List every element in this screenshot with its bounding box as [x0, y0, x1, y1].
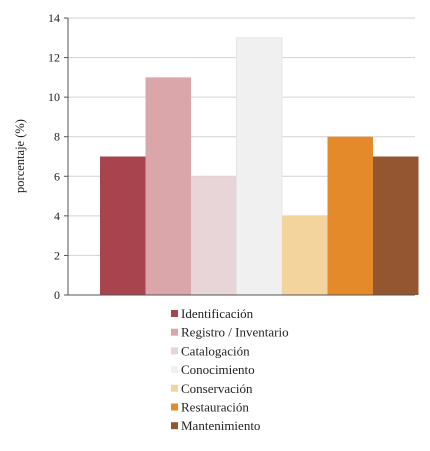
- y-tick-label: 4: [54, 209, 60, 223]
- y-tick-label: 6: [54, 169, 60, 183]
- y-tick-label: 0: [54, 288, 60, 302]
- legend-label: Catalogación: [181, 343, 250, 358]
- legend-label: Registro / Inventario: [181, 325, 289, 340]
- legend-swatch: [171, 422, 178, 430]
- y-tick-label: 10: [48, 90, 60, 104]
- legend: Identificación Registro / Inventario Catal…: [171, 306, 289, 433]
- bar-conocimiento: [236, 37, 283, 296]
- legend-label: Restauración: [181, 400, 249, 415]
- y-tick-label: 8: [54, 130, 60, 144]
- axes: [67, 18, 415, 296]
- legend-label: Conocimiento: [181, 362, 255, 377]
- legend-label: Conservación: [181, 381, 253, 396]
- legend-swatch: [171, 310, 178, 317]
- bar-catalogación: [191, 176, 237, 295]
- legend-swatch: [171, 328, 178, 336]
- legend-swatch: [171, 403, 178, 411]
- bars: [100, 37, 419, 296]
- bar-identificación: [100, 156, 146, 295]
- y-axis-title: porcentaje (%): [13, 119, 27, 193]
- legend-label: Mantenimiento: [181, 418, 260, 433]
- legend-swatch: [171, 366, 178, 374]
- bar-conservación: [282, 215, 328, 295]
- y-tick-label: 2: [54, 248, 60, 262]
- bar-mantenimiento: [373, 156, 419, 295]
- y-tick-label: 14: [48, 11, 60, 25]
- legend-swatch: [171, 347, 178, 355]
- legend-swatch: [171, 384, 178, 392]
- bar-registro-inventario: [145, 77, 191, 295]
- bar-restauración: [327, 136, 373, 295]
- y-tick-labels: 0 2 4 6 8 10 12 14: [48, 11, 60, 302]
- legend-label: Identificación: [181, 306, 254, 321]
- y-tick-label: 12: [48, 51, 60, 65]
